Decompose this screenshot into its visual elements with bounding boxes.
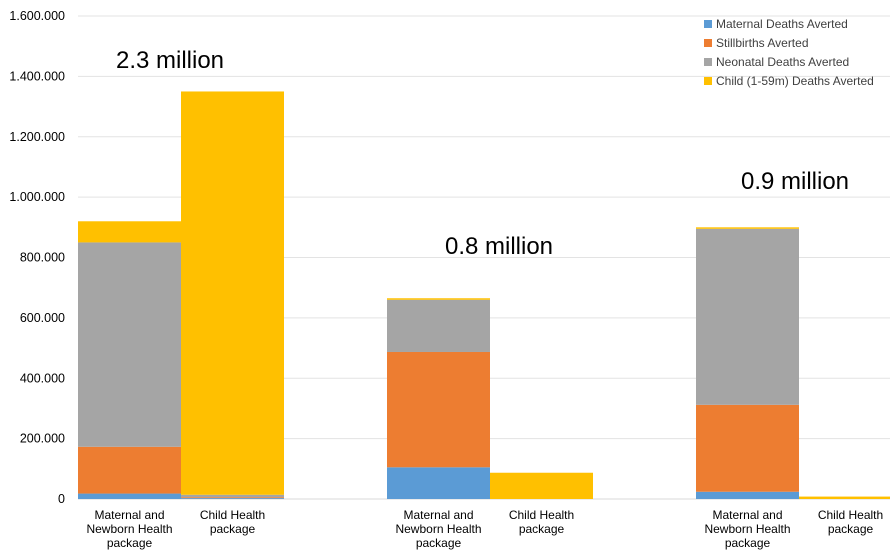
y-tick-label: 0: [58, 492, 65, 506]
bar-segment-neonatal-deaths-averted: [78, 242, 181, 447]
legend-label: Maternal Deaths Averted: [716, 17, 848, 31]
x-tick-label: Child Health package: [818, 508, 883, 536]
bar-segment-stillbirths-averted: [78, 446, 181, 494]
bar-segment-neonatal-deaths-averted: [696, 228, 799, 405]
bar-segment-stillbirths-averted: [387, 351, 490, 468]
x-tick-label: Maternal and Newborn Health package: [86, 508, 172, 550]
legend-swatch: [704, 77, 712, 85]
x-tick-label: Child Health package: [200, 508, 265, 536]
group-totals: 2.3 million 0.8 million 0.9 million: [116, 47, 849, 260]
x-tick-label: Maternal and Newborn Health package: [704, 508, 790, 550]
legend-swatch: [704, 58, 712, 66]
y-tick-label: 1.200.000: [9, 130, 65, 144]
bar-segment-child-1-59m-deaths-averted: [387, 298, 490, 300]
legend-label: Neonatal Deaths Averted: [716, 55, 849, 69]
y-tick-label: 1.600.000: [9, 9, 65, 23]
y-tick-label: 800.000: [20, 251, 65, 265]
legend: Maternal Deaths Averted Stillbirths Avert…: [704, 17, 874, 88]
y-tick-label: 1.000.000: [9, 190, 65, 204]
legend-swatch: [704, 20, 712, 28]
legend-swatch: [704, 39, 712, 47]
x-tick-label: Child Health package: [509, 508, 574, 536]
bar-segment-child-1-59m-deaths-averted: [799, 496, 890, 499]
bar-segment-neonatal-deaths-averted: [387, 299, 490, 352]
bar-segment-maternal-deaths-averted: [78, 493, 181, 499]
legend-label: Stillbirths Averted: [716, 36, 809, 50]
bar-segment-child-1-59m-deaths-averted: [696, 227, 799, 229]
y-axis: 0 200.000 400.000 600.000 800.000 1.000.000 1.…: [9, 9, 65, 506]
bar-segment-child-1-59m-deaths-averted: [181, 91, 284, 495]
bars: [78, 91, 890, 499]
bar-segment-child-1-59m-deaths-averted: [78, 221, 181, 243]
bar-segment-maternal-deaths-averted: [181, 498, 284, 499]
group-total-label: 2.3 million: [116, 47, 224, 74]
y-tick-label: 1.400.000: [9, 69, 65, 83]
legend-label: Child (1-59m) Deaths Averted: [716, 74, 874, 88]
bar-segment-child-1-59m-deaths-averted: [490, 472, 593, 499]
y-tick-label: 400.000: [20, 371, 65, 385]
x-axis: Maternal and Newborn Health package Child H…: [86, 508, 883, 550]
y-tick-label: 200.000: [20, 432, 65, 446]
x-tick-label: Maternal and Newborn Health package: [395, 508, 481, 550]
bar-segment-stillbirths-averted: [696, 404, 799, 492]
bar-segment-maternal-deaths-averted: [387, 467, 490, 499]
y-tick-label: 600.000: [20, 311, 65, 325]
bar-segment-maternal-deaths-averted: [696, 491, 799, 499]
bar-segment-stillbirths-averted: [181, 497, 284, 499]
group-total-label: 0.9 million: [741, 168, 849, 195]
bar-segment-neonatal-deaths-averted: [181, 494, 284, 498]
group-total-label: 0.8 million: [445, 233, 553, 260]
